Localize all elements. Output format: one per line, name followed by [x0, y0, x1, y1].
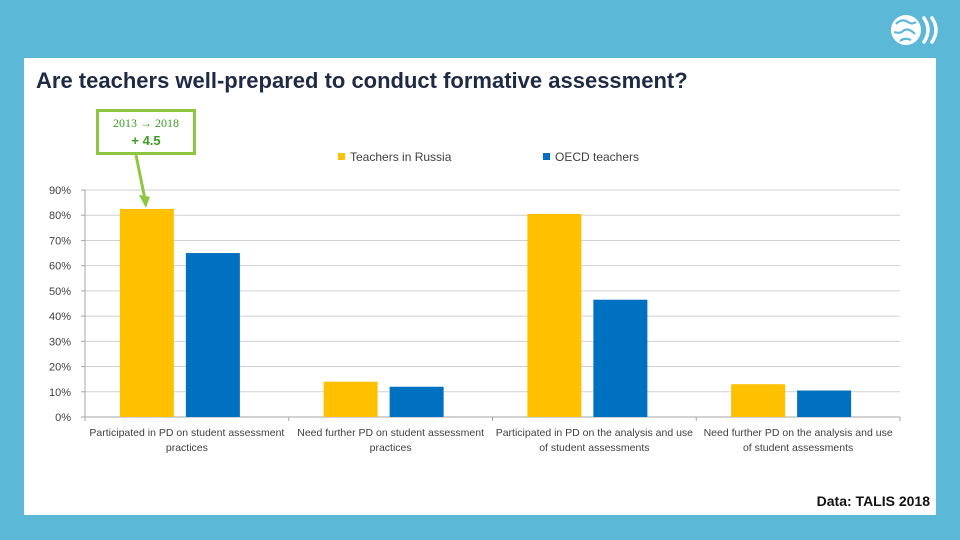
y-tick-label: 60%	[49, 261, 71, 273]
callout-arrow-head	[138, 194, 150, 208]
change-callout: 2013 → 2018 + 4.5	[96, 109, 196, 155]
legend-oecd-swatch	[543, 153, 550, 160]
legend-russia: Teachers in Russia	[338, 150, 451, 164]
x-category-label: Participated in PD on student assessment	[89, 427, 284, 439]
bar-russia-4	[731, 384, 786, 417]
slide-card: Are teachers well-prepared to conduct fo…	[24, 58, 936, 515]
x-category-label: Need further PD on the analysis and use	[704, 427, 893, 439]
bar-oecd-3	[593, 299, 648, 417]
y-tick-label: 50%	[49, 286, 71, 298]
y-tick-label: 90%	[49, 185, 71, 197]
bar-oecd-4	[797, 390, 852, 417]
y-tick-label: 40%	[49, 311, 71, 323]
bar-russia-1	[119, 208, 174, 417]
y-tick-label: 10%	[49, 387, 71, 399]
globe-icon	[891, 15, 938, 45]
y-tick-label: 20%	[49, 362, 71, 374]
legend-russia-swatch	[338, 153, 345, 160]
x-category-label: Participated in PD on the analysis and u…	[496, 427, 693, 439]
y-tick-label: 30%	[49, 336, 71, 348]
bar-russia-3	[527, 213, 582, 417]
callout-change: + 4.5	[131, 133, 161, 148]
bar-russia-2	[323, 381, 378, 417]
x-category-label: practices	[370, 442, 412, 454]
x-category-label: of student assessments	[539, 442, 649, 454]
legend-oecd: OECD teachers	[543, 150, 639, 164]
x-category-label: Need further PD on student assessment	[297, 427, 484, 439]
y-tick-label: 70%	[49, 235, 71, 247]
legend-oecd-label: OECD teachers	[555, 150, 640, 164]
legend-russia-label: Teachers in Russia	[350, 150, 452, 164]
x-category-label: of student assessments	[743, 442, 853, 454]
bar-oecd-1	[185, 253, 240, 417]
callout-years: 2013 → 2018	[113, 116, 179, 130]
bar-chart: 0% 10% 20% 30% 40% 50% 60% 70% 80% 90% Participate…	[49, 154, 901, 454]
slide-title: Are teachers well-prepared to conduct fo…	[36, 68, 688, 93]
y-tick-label: 0%	[55, 412, 71, 424]
y-tick-label: 80%	[49, 210, 71, 222]
data-source: Data: TALIS 2018	[816, 493, 930, 509]
bar-oecd-2	[389, 386, 444, 417]
x-category-label: practices	[166, 442, 208, 454]
callout-arrow-line	[134, 154, 147, 200]
